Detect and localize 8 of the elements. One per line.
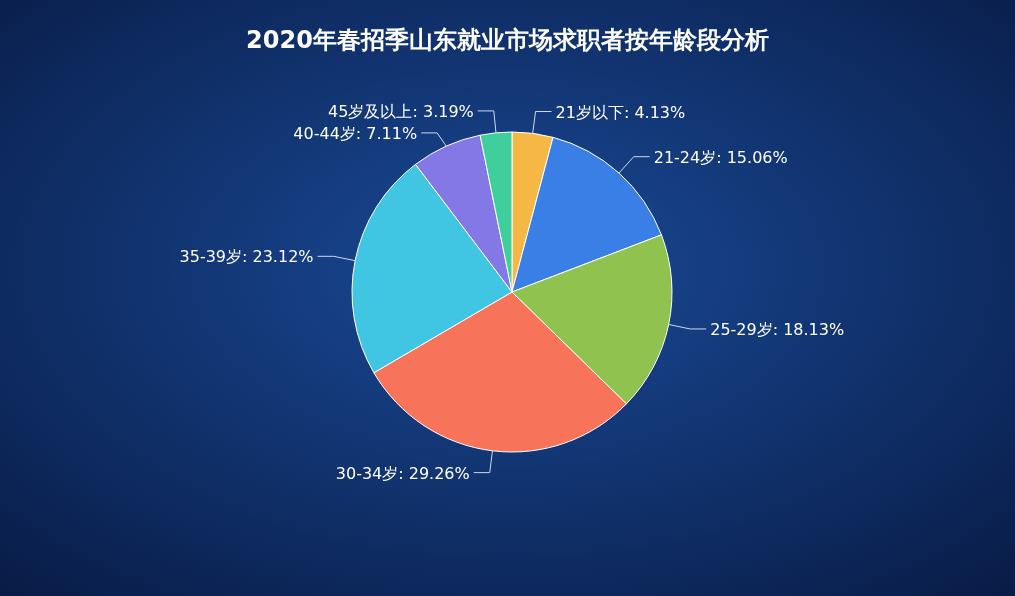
- slice-label: 40-44岁: 7.11%: [293, 123, 418, 143]
- chart-title: 2020年春招季山东就业市场求职者按年龄段分析: [246, 26, 769, 54]
- slice-label: 21-24岁: 15.06%: [653, 147, 788, 167]
- slice-label: 30-34岁: 29.26%: [335, 463, 470, 483]
- slice-label: 21岁以下: 4.13%: [555, 102, 686, 122]
- slice-label: 25-29岁: 18.13%: [710, 319, 845, 339]
- slice-label: 45岁及以上: 3.19%: [328, 101, 474, 121]
- slice-label: 35-39岁: 23.12%: [179, 247, 314, 267]
